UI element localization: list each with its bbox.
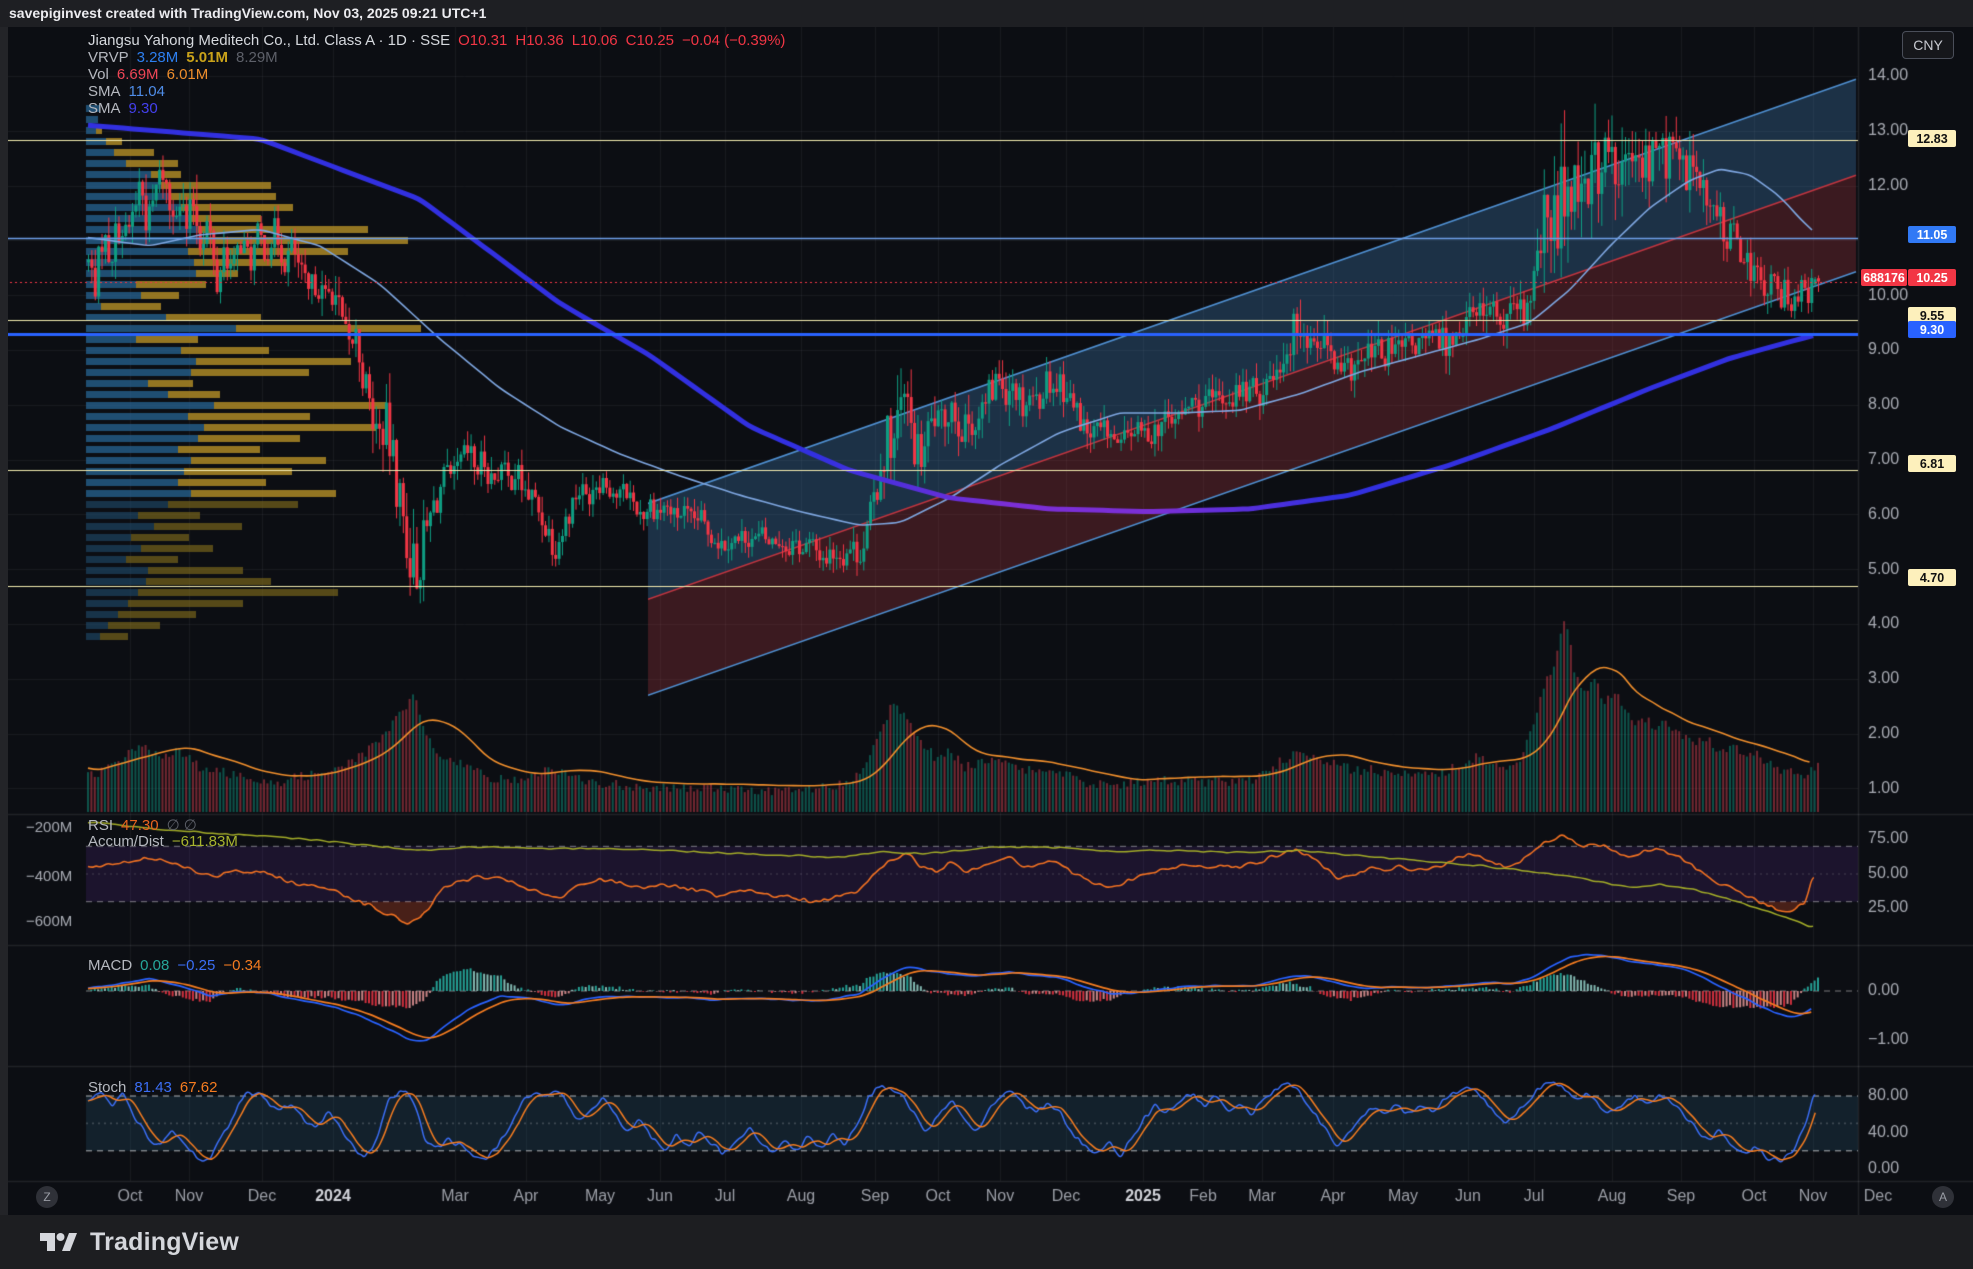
price-axis-label: 9.55: [1908, 307, 1956, 324]
left-toolbar-strip: [0, 27, 8, 1215]
tradingview-logo-icon: [40, 1233, 77, 1251]
stoch-d-value: 67.62: [179, 1079, 218, 1096]
timezone-badge[interactable]: Z: [36, 1186, 58, 1208]
price-axis-label: 12.83: [1908, 130, 1956, 147]
stoch-label: Stoch: [88, 1079, 127, 1096]
macd-legend-row[interactable]: MACD 0.08 −0.25 −0.34: [88, 957, 261, 974]
accum-dist-legend-row[interactable]: Accum/Dist −611.83M: [88, 833, 238, 850]
macd-line-value: −0.25: [177, 957, 216, 974]
watermark-bar: savepiginvest created with TradingView.c…: [0, 0, 1973, 27]
timezone-badge-label: Z: [43, 1190, 51, 1204]
ohlc-change: −0.04 (−0.39%): [682, 32, 786, 49]
ohlc-low: L10.06: [571, 32, 618, 49]
rsi-extra-values: ∅ ∅: [166, 817, 197, 834]
price-axis-label: 9.30: [1908, 321, 1956, 338]
macd-label: MACD: [88, 957, 133, 974]
symbol-legend-row[interactable]: Jiangsu Yahong Meditech Co., Ltd. Class …: [88, 32, 785, 49]
vrvp-label: VRVP: [88, 49, 129, 66]
price-axis-label: 6.81: [1908, 455, 1956, 472]
volume-ma-value: 6.01M: [166, 66, 209, 83]
sma-slow-legend-row[interactable]: SMA 9.30: [88, 100, 158, 117]
sma-slow-label: SMA: [88, 100, 121, 117]
accum-dist-label: Accum/Dist: [88, 833, 164, 850]
macd-hist-value: 0.08: [140, 957, 170, 974]
symbol-title: Jiangsu Yahong Meditech Co., Ltd. Class …: [88, 32, 451, 49]
vrvp-legend-row[interactable]: VRVP 3.28M 5.01M 8.29M: [88, 49, 278, 66]
macd-signal-value: −0.34: [223, 957, 262, 974]
watermark-text: savepiginvest created with TradingView.c…: [9, 5, 487, 21]
currency-button[interactable]: CNY: [1902, 31, 1954, 59]
sma-fast-legend-row[interactable]: SMA 11.04: [88, 83, 165, 100]
stoch-legend-row[interactable]: Stoch 81.43 67.62: [88, 1079, 217, 1096]
sma-slow-value: 9.30: [128, 100, 158, 117]
accum-dist-value: −611.83M: [171, 833, 238, 850]
footer-bar: TradingView: [0, 1215, 1973, 1269]
volume-label: Vol: [88, 66, 109, 83]
ohlc-high: H10.36: [515, 32, 564, 49]
rsi-legend-row[interactable]: RSI 47.30 ∅ ∅: [88, 816, 197, 834]
price-axis-label: 11.05: [1908, 226, 1956, 243]
vrvp-value-1: 3.28M: [136, 49, 179, 66]
stoch-k-value: 81.43: [134, 1079, 172, 1096]
rsi-label: RSI: [88, 817, 114, 834]
tradingview-logo-text: TradingView: [90, 1227, 240, 1256]
symbol-code-tag: 688176: [1861, 269, 1907, 286]
adjust-badge-label: A: [1938, 1190, 1947, 1204]
price-axis-label: 4.70: [1908, 569, 1956, 586]
volume-value: 6.69M: [116, 66, 159, 83]
sma-fast-value: 11.04: [128, 83, 165, 100]
sma-fast-label: SMA: [88, 83, 121, 100]
ohlc-close: C10.25: [625, 32, 674, 49]
price-axis-label: 10.25: [1908, 269, 1956, 286]
ohlc-open: O10.31: [458, 32, 508, 49]
rsi-value: 47.30: [121, 817, 159, 834]
volume-legend-row[interactable]: Vol 6.69M 6.01M: [88, 66, 208, 83]
vrvp-value-3: 8.29M: [235, 49, 278, 66]
adjust-badge[interactable]: A: [1932, 1186, 1954, 1208]
currency-button-label: CNY: [1913, 37, 1943, 53]
vrvp-value-2: 5.01M: [186, 49, 228, 66]
